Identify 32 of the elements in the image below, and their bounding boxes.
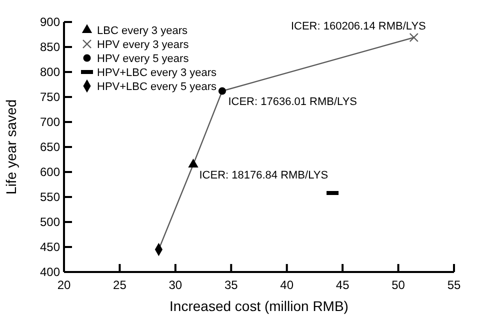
y-tick-label: 650 xyxy=(40,140,60,154)
y-tick-label: 500 xyxy=(40,214,60,229)
y-tick-label: 750 xyxy=(40,90,60,104)
x-tick-label: 50 xyxy=(392,278,406,292)
y-tick-label: 900 xyxy=(40,14,60,29)
y-tick-label: 550 xyxy=(40,190,60,204)
legend-label: HPV+LBC every 3 years xyxy=(97,67,218,79)
y-tick-label: 400 xyxy=(40,264,60,279)
x-tick-label: 40 xyxy=(280,278,294,292)
x-tick-label: 55 xyxy=(447,278,461,292)
y-tick-label: 600 xyxy=(40,164,60,179)
x-axis-title: Increased cost (million RMB) xyxy=(170,298,348,314)
legend-label: HPV every 5 years xyxy=(97,53,190,65)
x-tick-label: 20 xyxy=(57,278,71,292)
y-tick-label: 700 xyxy=(40,114,60,129)
x-tick-label: 25 xyxy=(113,278,127,292)
annotation: ICER: 17636.01 RMB/LYS xyxy=(228,96,358,108)
x-tick-label: 30 xyxy=(168,278,182,292)
annotation: ICER: 18176.84 RMB/LYS xyxy=(199,170,328,182)
y-tick-label: 450 xyxy=(40,240,60,254)
y-tick-label: 800 xyxy=(40,64,60,79)
x-tick-label: 35 xyxy=(224,278,238,292)
annotation: ICER: 160206.14 RMB/LYS xyxy=(290,20,426,32)
y-axis-title: Life year saved xyxy=(3,100,19,194)
x-tick-label: 45 xyxy=(336,278,350,292)
legend-label: HPV+LBC every 5 years xyxy=(97,81,218,93)
point xyxy=(409,32,418,42)
point xyxy=(218,87,226,95)
legend-label: LBC every 3 years xyxy=(97,25,188,37)
y-tick-label: 850 xyxy=(40,40,60,54)
point xyxy=(188,158,198,168)
legend-label: HPV every 3 years xyxy=(97,39,190,51)
